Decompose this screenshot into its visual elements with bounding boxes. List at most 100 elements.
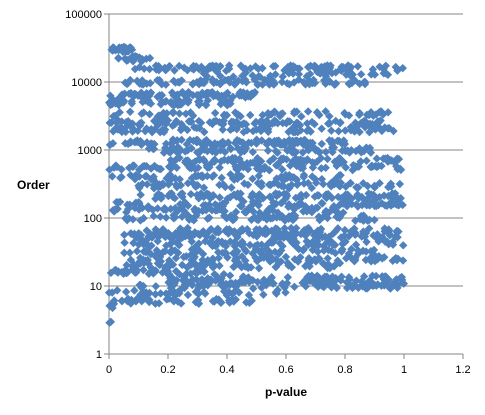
data-point <box>165 170 175 179</box>
data-point <box>212 67 222 76</box>
data-point <box>181 147 190 156</box>
data-point <box>265 166 274 175</box>
data-point <box>231 249 241 258</box>
data-point <box>169 297 179 306</box>
data-point <box>266 214 275 223</box>
data-point <box>136 190 145 200</box>
data-point <box>321 163 330 172</box>
data-point <box>305 79 314 89</box>
data-point <box>383 70 393 79</box>
data-point <box>171 253 181 263</box>
data-point <box>226 170 235 179</box>
data-point <box>248 126 258 136</box>
data-point <box>191 287 201 296</box>
data-point <box>210 157 219 166</box>
data-point <box>222 281 231 290</box>
data-point <box>259 253 269 262</box>
data-point <box>175 153 184 163</box>
data-point <box>369 231 378 240</box>
data-point <box>273 148 282 157</box>
data-point <box>272 138 282 148</box>
data-point <box>147 127 157 137</box>
data-point <box>387 182 396 191</box>
data-point <box>308 163 318 172</box>
data-point <box>247 89 257 98</box>
data-point <box>276 233 285 242</box>
data-point <box>137 93 147 102</box>
data-point <box>341 163 350 172</box>
data-point <box>163 116 172 125</box>
data-point <box>130 52 140 61</box>
data-point <box>196 171 205 181</box>
data-point <box>317 124 326 133</box>
data-point <box>158 179 167 188</box>
data-point <box>239 127 248 137</box>
data-point <box>393 283 402 293</box>
data-point <box>161 119 171 128</box>
data-point <box>242 298 251 307</box>
data-point <box>227 183 236 192</box>
y-tick-label: 10 <box>90 281 102 293</box>
data-point <box>164 180 173 189</box>
x-tick-label: 0.4 <box>219 364 234 376</box>
data-point <box>148 144 158 153</box>
data-point <box>120 238 129 247</box>
data-point <box>360 123 370 132</box>
data-point <box>116 173 125 183</box>
data-point <box>117 43 126 52</box>
data-point <box>114 53 123 63</box>
data-point <box>215 163 224 172</box>
data-point <box>206 62 215 71</box>
data-point <box>276 198 286 208</box>
data-point <box>189 61 198 71</box>
data-point <box>291 154 300 163</box>
data-point <box>310 61 319 71</box>
data-point <box>254 229 263 239</box>
data-point <box>284 69 294 78</box>
data-point <box>228 92 238 102</box>
data-point <box>304 125 313 134</box>
data-point <box>195 147 205 157</box>
data-point <box>130 286 139 295</box>
data-point <box>393 66 402 75</box>
data-point <box>196 189 206 198</box>
x-tick-label: 1 <box>401 364 407 376</box>
data-point <box>255 190 264 199</box>
data-point <box>313 247 322 256</box>
data-point <box>193 295 203 305</box>
data-point <box>255 72 265 82</box>
data-point <box>164 191 173 201</box>
data-point <box>146 78 155 88</box>
data-point <box>371 253 380 263</box>
data-point <box>127 229 136 238</box>
data-point <box>278 165 287 174</box>
data-point <box>215 261 224 270</box>
data-point <box>373 117 383 126</box>
data-point <box>283 273 293 282</box>
data-point <box>195 99 204 109</box>
data-point <box>136 55 146 64</box>
data-point <box>355 127 364 137</box>
data-point <box>169 290 179 299</box>
data-point <box>362 143 371 152</box>
y-tick-labels: 1 10 100 1000 10000 100000 <box>65 9 102 361</box>
data-point <box>365 215 374 224</box>
data-point <box>248 284 258 293</box>
data-point <box>208 119 217 129</box>
data-point <box>331 116 340 126</box>
data-point <box>225 271 235 280</box>
x-tick-label: 1.2 <box>455 364 470 376</box>
data-point <box>124 214 134 223</box>
data-point <box>299 179 309 188</box>
data-point <box>319 179 328 189</box>
data-point <box>156 252 165 262</box>
data-point <box>117 296 127 306</box>
data-point <box>183 65 192 75</box>
data-point <box>225 280 235 289</box>
data-point <box>306 138 315 148</box>
data-point <box>201 260 210 270</box>
data-point <box>396 165 406 175</box>
data-point <box>114 96 123 106</box>
data-point <box>127 99 137 108</box>
data-point <box>274 259 283 268</box>
